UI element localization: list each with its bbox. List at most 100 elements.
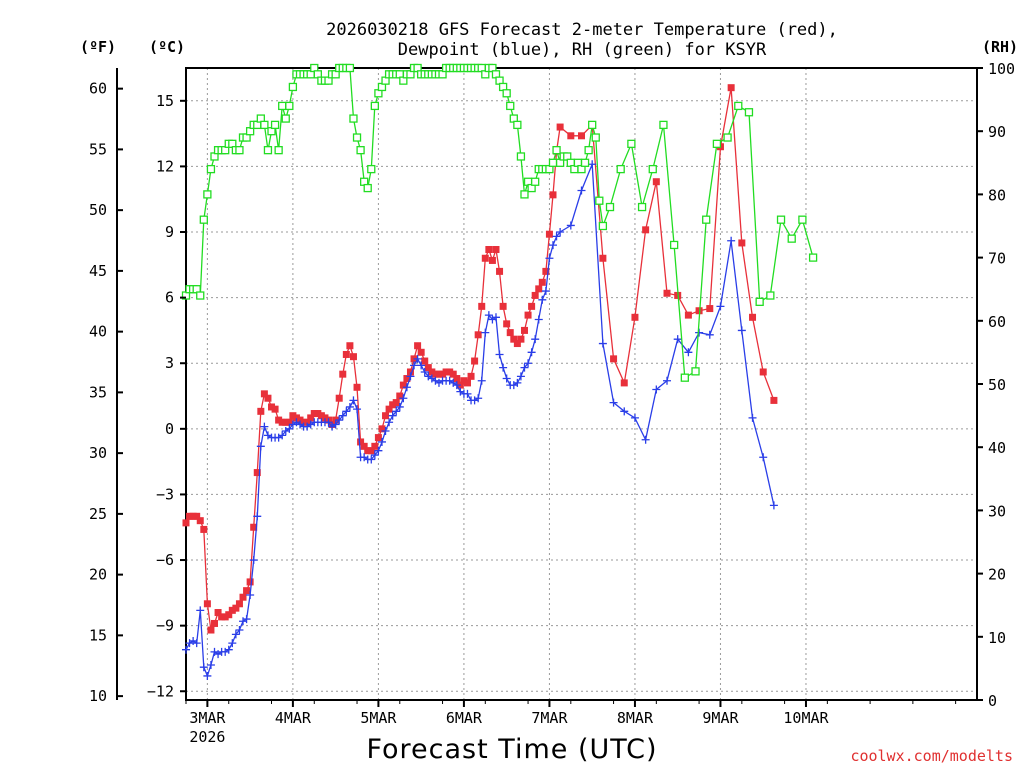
temperature-point bbox=[538, 278, 546, 286]
rh-point bbox=[734, 101, 743, 111]
dewpoint-point bbox=[598, 339, 607, 348]
temperature-point bbox=[239, 593, 247, 601]
temperature-point bbox=[542, 267, 550, 275]
temperature-point bbox=[211, 619, 219, 627]
celsius-tick-label: 12 bbox=[156, 157, 174, 175]
dewpoint-point bbox=[495, 350, 504, 359]
dewpoint-point bbox=[413, 354, 422, 363]
temperature-point bbox=[271, 405, 279, 413]
rh-point bbox=[552, 146, 561, 155]
temperature-point bbox=[513, 340, 521, 348]
dewpoint-point bbox=[705, 330, 714, 339]
rh-point bbox=[270, 120, 280, 130]
temperature-point bbox=[235, 600, 243, 608]
rh-point bbox=[744, 108, 754, 117]
rh-point bbox=[776, 215, 786, 224]
series-layer bbox=[181, 63, 818, 680]
dewpoint-point bbox=[342, 407, 351, 416]
dewpoint-point bbox=[545, 254, 554, 263]
temperature-point bbox=[531, 291, 539, 299]
dewpoint-point bbox=[260, 422, 269, 431]
temperature-point bbox=[321, 414, 329, 422]
temperature-point bbox=[610, 355, 618, 363]
celsius-tick-label: −9 bbox=[156, 617, 174, 635]
dewpoint-point bbox=[253, 512, 262, 521]
temperature-point bbox=[357, 438, 365, 446]
celsius-tick-label: 3 bbox=[165, 354, 174, 372]
temperature-point bbox=[257, 407, 265, 415]
temperature-point bbox=[335, 394, 343, 402]
dewpoint-point bbox=[452, 381, 461, 390]
fahrenheit-tick-label: 40 bbox=[89, 323, 107, 341]
rh-point bbox=[798, 215, 807, 224]
temperature-point bbox=[545, 230, 553, 238]
temperature-point bbox=[282, 418, 290, 426]
fahrenheit-tick-label: 25 bbox=[89, 505, 107, 523]
rh-point bbox=[723, 133, 732, 142]
temperature-point bbox=[225, 611, 233, 619]
temperature-point bbox=[453, 375, 461, 383]
dewpoint-point bbox=[641, 435, 650, 444]
dewpoint-point bbox=[278, 431, 287, 440]
temperature-point bbox=[349, 353, 357, 361]
temperature-point bbox=[520, 326, 528, 334]
temperature-point bbox=[503, 320, 511, 328]
rh-point bbox=[370, 101, 379, 111]
temperature-point bbox=[314, 410, 322, 418]
rh-point bbox=[766, 291, 775, 300]
temperature-point bbox=[289, 412, 297, 420]
rh-tick-label: 100 bbox=[988, 60, 1015, 78]
rh-point bbox=[203, 190, 212, 199]
rh-tick-label: 70 bbox=[988, 250, 1006, 268]
rh-point bbox=[584, 146, 593, 155]
rh-tick-label: 10 bbox=[988, 629, 1006, 647]
temperature-point bbox=[371, 442, 379, 450]
rh-point bbox=[627, 139, 636, 148]
celsius-tick-label: 9 bbox=[165, 223, 174, 241]
temperature-point bbox=[652, 178, 660, 186]
temperature-point bbox=[296, 416, 304, 424]
temperature-point bbox=[221, 613, 229, 621]
dewpoint-point bbox=[516, 372, 525, 381]
rh-tick-label: 50 bbox=[988, 376, 1006, 394]
dewpoint-point bbox=[748, 413, 757, 422]
dewpoint-point bbox=[695, 328, 704, 337]
dewpoint-point bbox=[630, 413, 639, 422]
rh-point bbox=[588, 120, 597, 130]
dewpoint-point bbox=[392, 407, 401, 416]
fahrenheit-tick-label: 20 bbox=[89, 566, 107, 584]
temperature-point bbox=[535, 285, 543, 293]
temperature-point bbox=[485, 246, 493, 254]
dewpoint-point bbox=[552, 232, 561, 241]
celsius-tick-label: −6 bbox=[156, 551, 174, 569]
dewpoint-point bbox=[499, 363, 508, 372]
temperature-point bbox=[770, 396, 778, 404]
temperature-point bbox=[228, 606, 236, 614]
rh-point bbox=[702, 215, 711, 224]
rh-point bbox=[206, 164, 216, 174]
rh-point bbox=[605, 202, 615, 212]
temperature-point bbox=[435, 370, 443, 378]
rh-tick-label: 90 bbox=[988, 123, 1006, 141]
temperature-point bbox=[399, 381, 407, 389]
temperature-point bbox=[449, 370, 457, 378]
dewpoint-point bbox=[588, 160, 597, 169]
temperature-point bbox=[378, 425, 386, 433]
temperature-point bbox=[446, 368, 454, 376]
temperature-point bbox=[218, 613, 226, 621]
rh-point bbox=[263, 146, 273, 155]
dewpoint-point bbox=[620, 407, 629, 416]
dewpoint-point bbox=[349, 396, 358, 405]
temperature-point bbox=[417, 348, 425, 356]
rh-point bbox=[285, 101, 294, 111]
rh-point bbox=[196, 291, 205, 300]
fahrenheit-tick-label: 35 bbox=[89, 383, 107, 401]
dewpoint-line bbox=[185, 163, 775, 678]
temperature-point bbox=[200, 525, 208, 533]
temperature-point bbox=[414, 342, 422, 350]
temperature-point bbox=[392, 399, 400, 407]
rh-tick-label: 40 bbox=[988, 439, 1006, 457]
temperature-point bbox=[460, 377, 468, 385]
dewpoint-point bbox=[556, 228, 565, 237]
